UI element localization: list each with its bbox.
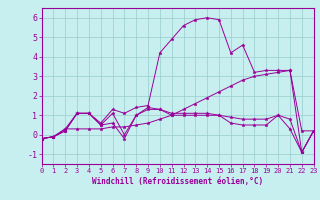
X-axis label: Windchill (Refroidissement éolien,°C): Windchill (Refroidissement éolien,°C) — [92, 177, 263, 186]
